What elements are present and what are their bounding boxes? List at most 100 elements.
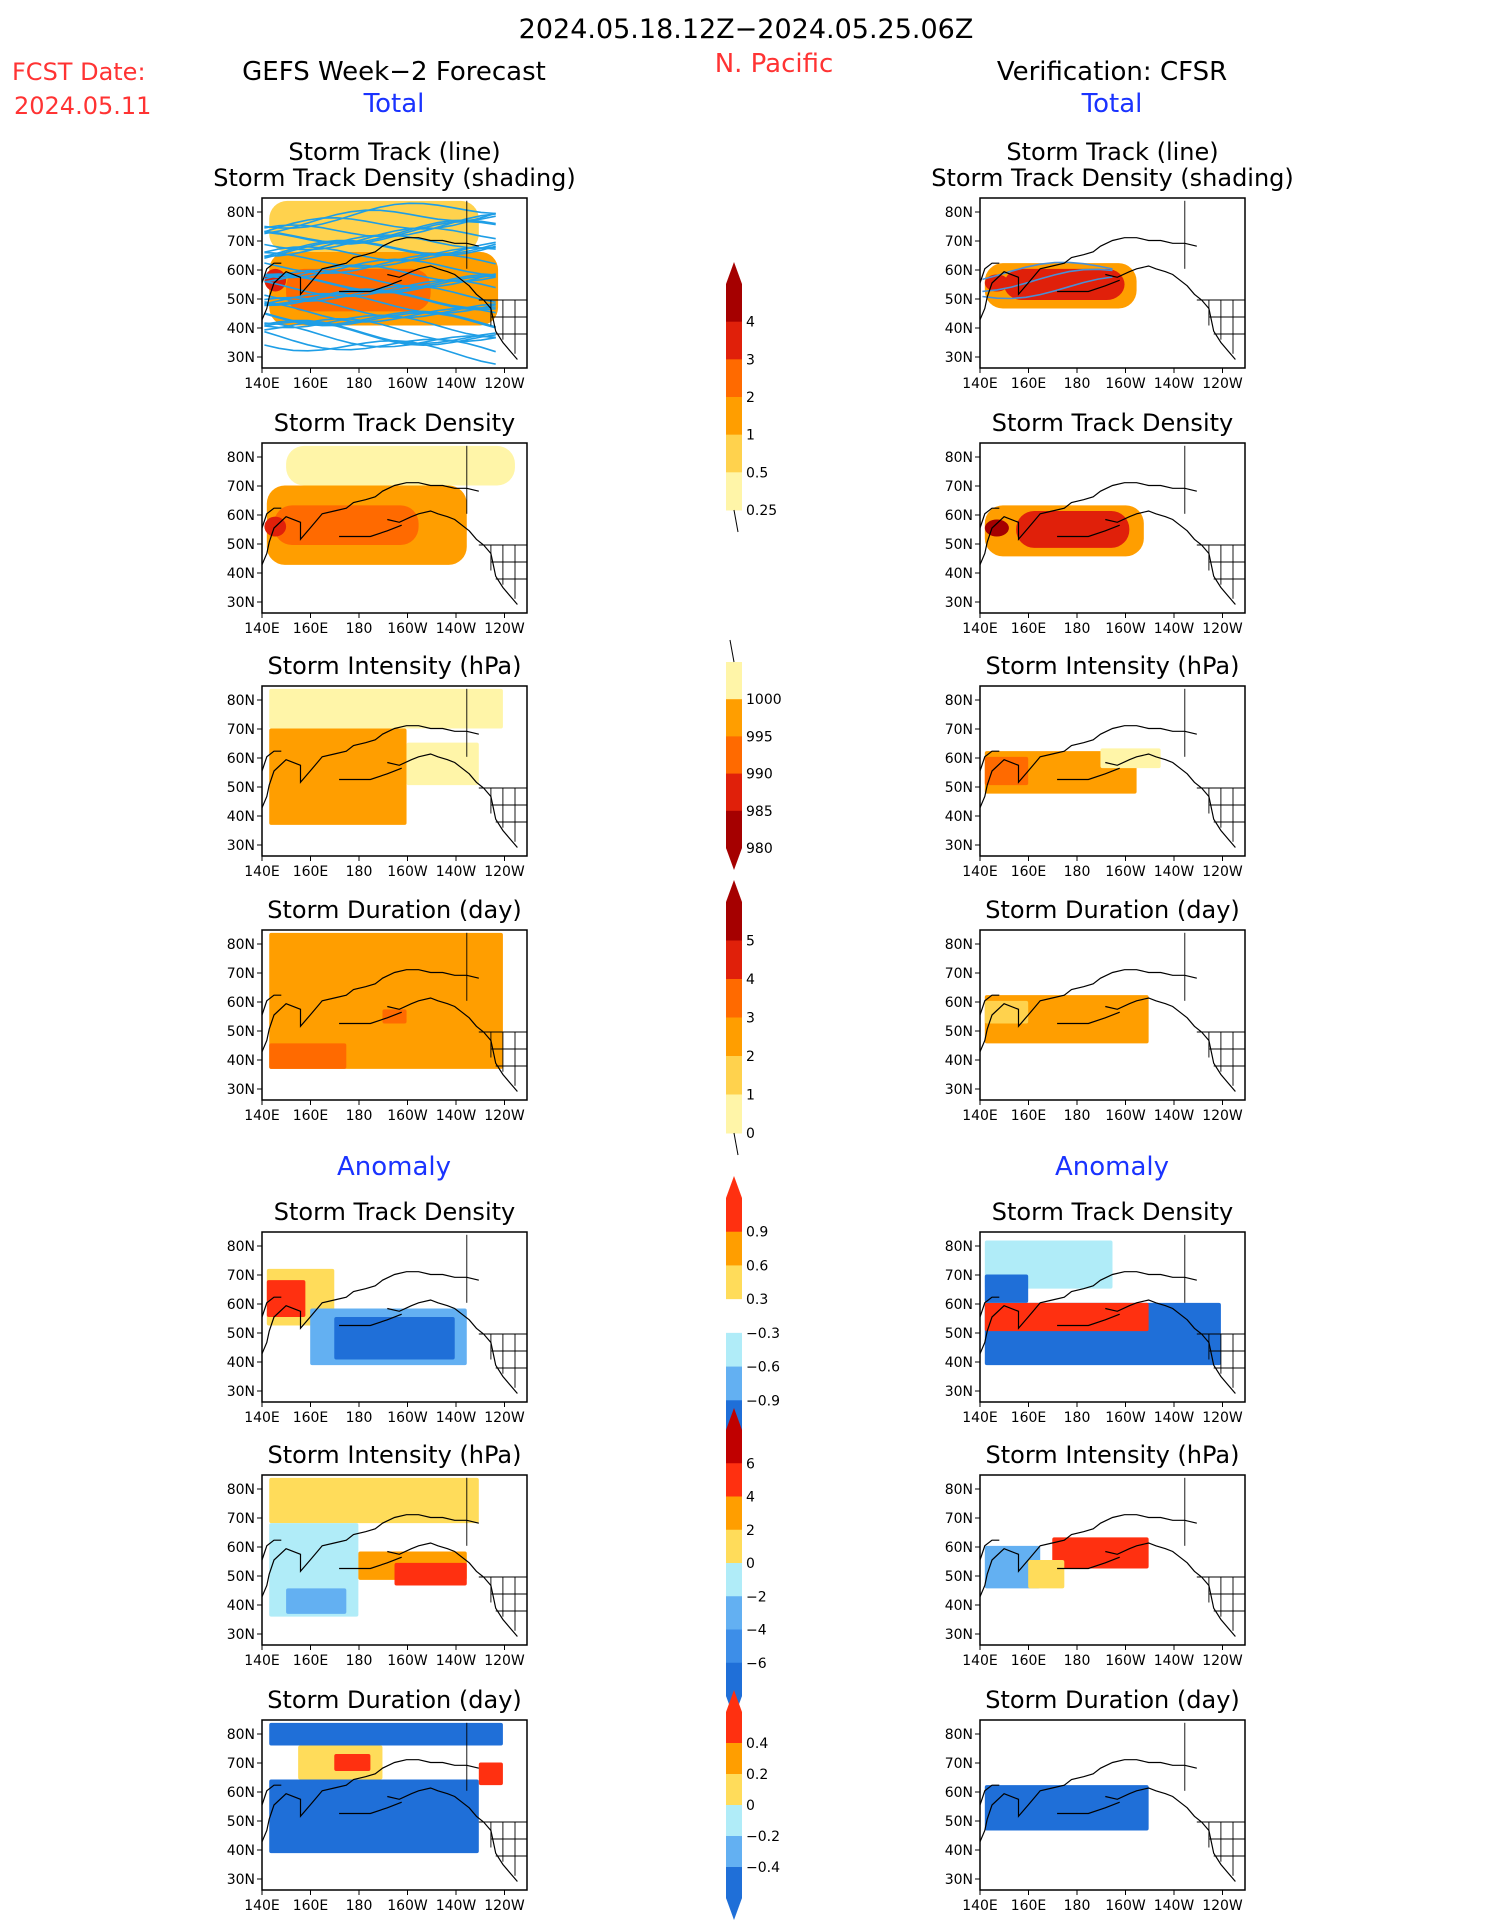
- colorbar-label: 4: [746, 315, 755, 331]
- coastline: [980, 994, 1000, 1016]
- map-panel-cfsr-duration-anom: Storm Duration (day) 80N 70N 60N 50N 40N 30N 14…: [945, 1686, 1246, 1914]
- lat-tick-label: 70N: [945, 966, 973, 982]
- lon-tick-label: 140E: [962, 1898, 998, 1914]
- colorbar-swatch: [726, 397, 742, 436]
- colorbar-label: 980: [746, 841, 773, 857]
- shaded-region: [382, 1009, 407, 1024]
- lat-tick-label: 30N: [945, 350, 973, 366]
- coastline: [387, 1542, 518, 1637]
- lat-tick-label: 50N: [227, 1569, 255, 1585]
- lon-tick-label: 160E: [1011, 1410, 1047, 1426]
- storm-track-line: [264, 258, 496, 279]
- right-title: Verification: CFSR: [997, 57, 1227, 87]
- map-frame: [979, 442, 1246, 614]
- lon-tick-label: 160W: [387, 621, 428, 637]
- lon-tick-label: 140E: [244, 864, 280, 880]
- colorbar-label: 0.6: [746, 1258, 768, 1274]
- lon-tick-label: 140W: [436, 1898, 477, 1914]
- map-panel-gefs-intensity: Storm Intensity (hPa) 80N 70N 60N 50N 40N 30N 1…: [227, 652, 528, 880]
- lat-tick-label: 40N: [945, 809, 973, 825]
- lat-tick-label: 50N: [945, 292, 973, 308]
- lon-tick-label: 140E: [962, 1108, 998, 1124]
- lon-tick-label: 180: [1064, 1410, 1091, 1426]
- colorbar-label: 0.3: [746, 1292, 768, 1308]
- storm-track-line: [264, 319, 496, 345]
- lat-tick-label: 80N: [227, 450, 255, 466]
- colorbar-swatch: [726, 1529, 742, 1564]
- coastline: [387, 997, 518, 1092]
- colorbar-label: 0.9: [746, 1225, 768, 1241]
- lon-tick-label: 120W: [1202, 1108, 1243, 1124]
- panel-title: Storm Track Density (shading): [213, 164, 576, 192]
- coastline: [339, 1556, 402, 1570]
- lat-tick-label: 80N: [945, 450, 973, 466]
- colorbar-label: 1000: [746, 692, 782, 708]
- map-frame: [979, 1231, 1246, 1403]
- map-panel-cfsr-density: Storm Track Density 80N 70N 60N 50N 40N 30N 140…: [945, 409, 1246, 637]
- coastline: [1057, 524, 1120, 538]
- lat-tick-label: 70N: [227, 1511, 255, 1527]
- colorbar-label: 4: [746, 972, 755, 988]
- storm-track-line: [264, 209, 496, 235]
- storm-track-line: [264, 234, 496, 257]
- date-range: 2024.05.18.12Z−2024.05.25.06Z: [519, 14, 974, 45]
- coastline: [980, 1759, 1197, 1843]
- lat-tick-label: 40N: [227, 1598, 255, 1614]
- panel-title: Storm Track Density: [274, 1198, 515, 1226]
- lon-tick-label: 160E: [293, 1108, 329, 1124]
- colorbar-swatch: [726, 359, 742, 398]
- lon-tick-label: 140W: [1154, 864, 1195, 880]
- map-frame: [979, 929, 1246, 1101]
- lat-tick-label: 50N: [227, 1024, 255, 1040]
- coastline: [1105, 265, 1236, 360]
- panel-title: Storm Track (line): [288, 138, 500, 166]
- lon-tick-label: 160E: [293, 621, 329, 637]
- storm-track-line: [264, 202, 496, 229]
- right-anomaly-label: Anomaly: [1055, 1152, 1169, 1182]
- lon-tick-label: 160E: [293, 1653, 329, 1669]
- colorbar-swatch: [726, 662, 742, 700]
- lon-tick-label: 140W: [436, 1653, 477, 1669]
- coastline: [262, 969, 479, 1053]
- lat-tick-label: 70N: [945, 1511, 973, 1527]
- lat-tick-label: 30N: [227, 1627, 255, 1643]
- map-frame: [261, 685, 528, 857]
- lon-tick-label: 160W: [1105, 376, 1146, 392]
- lon-tick-label: 160E: [293, 376, 329, 392]
- lat-tick-label: 70N: [227, 966, 255, 982]
- map-panel-cfsr-density-anom: Storm Track Density 80N 70N 60N 50N 40N 30N 140…: [945, 1198, 1246, 1426]
- colorbar-label: 2: [746, 1049, 755, 1065]
- lat-tick-label: 40N: [227, 809, 255, 825]
- lon-tick-label: 140E: [962, 621, 998, 637]
- storm-track-line: [264, 240, 496, 259]
- coastline: [980, 1271, 1197, 1355]
- storm-track-line: [264, 241, 496, 262]
- lat-tick-label: 30N: [227, 1082, 255, 1098]
- lat-tick-label: 60N: [945, 995, 973, 1011]
- storm-track-line: [982, 261, 1113, 281]
- panel-title: Storm Track Density (shading): [931, 164, 1294, 192]
- lon-tick-label: 140W: [436, 1410, 477, 1426]
- coastline: [387, 1787, 518, 1882]
- lat-tick-label: 80N: [945, 1239, 973, 1255]
- lon-tick-label: 160W: [387, 376, 428, 392]
- coastline: [1057, 767, 1120, 781]
- map-panel-gefs-duration-anom: Storm Duration (day) 80N 70N 60N 50N 40N 30N 14…: [227, 1686, 528, 1914]
- storm-track-line: [264, 292, 496, 314]
- coastline: [980, 482, 1197, 566]
- storm-track-line: [264, 289, 496, 311]
- colorbar-label: 0: [746, 1126, 755, 1142]
- colorbar-swatch: [726, 1366, 742, 1401]
- lon-tick-label: 140E: [244, 1898, 280, 1914]
- lon-tick-label: 180: [1064, 864, 1091, 880]
- lat-tick-label: 70N: [945, 1756, 973, 1772]
- shaded-region: [266, 1280, 306, 1317]
- lon-tick-label: 160E: [1011, 376, 1047, 392]
- coastline: [980, 750, 1000, 772]
- lat-tick-label: 50N: [227, 1326, 255, 1342]
- lon-tick-label: 140E: [962, 864, 998, 880]
- lon-tick-label: 160E: [1011, 621, 1047, 637]
- colorbar-label: −6: [746, 1656, 767, 1672]
- lat-tick-label: 70N: [945, 479, 973, 495]
